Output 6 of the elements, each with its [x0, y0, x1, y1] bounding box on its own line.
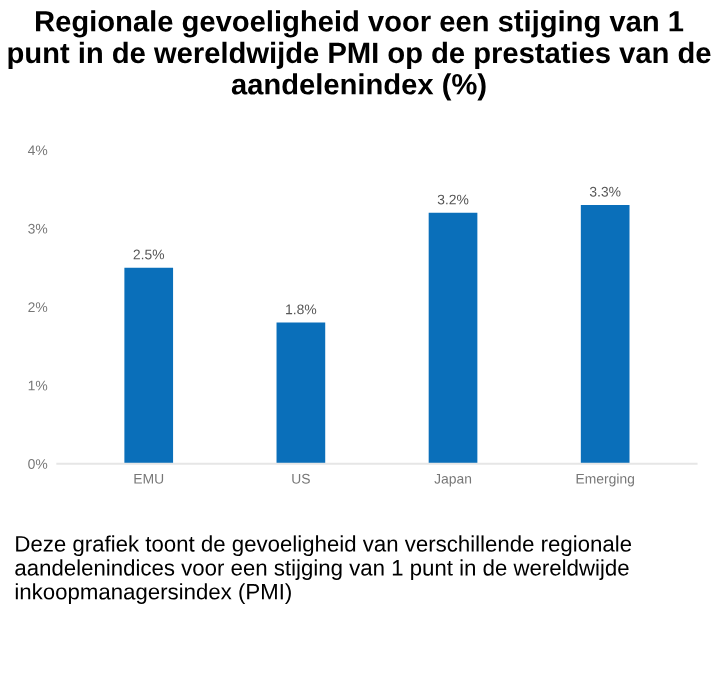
text: Deze grafiek toont de gevoeligheid van verschillende regionale aandelenindices voor een stijging van 1 punt in de wereldwijde inkoopmanagersindex (PMI) — [15, 535, 632, 604]
bar — [580, 204, 630, 464]
chart-title: Regionale gevoeligheid voor een stijging van 1 punt in de wereldwijde PMI op de prestaties van de aandelenindex (%) — [8, 10, 711, 101]
bar — [124, 267, 174, 464]
bar — [276, 322, 326, 464]
bar — [428, 212, 478, 464]
